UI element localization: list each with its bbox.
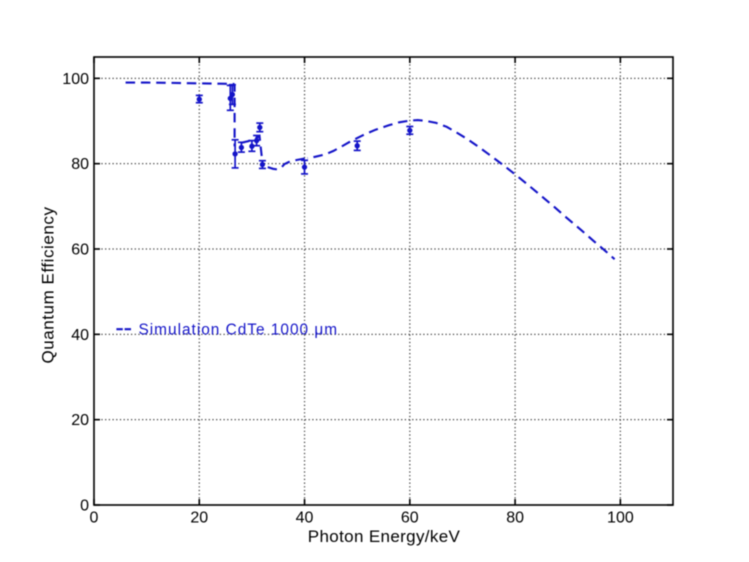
svg-text:60: 60: [71, 242, 89, 259]
svg-text:60: 60: [401, 510, 419, 527]
svg-text:80: 80: [506, 510, 524, 527]
svg-text:Photon Energy/keV: Photon Energy/keV: [308, 527, 461, 546]
svg-text:Simulation CdTe 1000 μm: Simulation CdTe 1000 μm: [139, 322, 339, 339]
svg-text:100: 100: [62, 71, 89, 88]
svg-text:Quantum Efficiency: Quantum Efficiency: [39, 207, 58, 364]
svg-text:0: 0: [80, 498, 89, 515]
svg-text:40: 40: [71, 327, 89, 344]
svg-text:20: 20: [71, 412, 89, 429]
svg-text:40: 40: [296, 510, 314, 527]
svg-text:80: 80: [71, 156, 89, 173]
svg-text:20: 20: [190, 510, 208, 527]
svg-text:0: 0: [90, 510, 99, 527]
svg-text:100: 100: [607, 510, 634, 527]
